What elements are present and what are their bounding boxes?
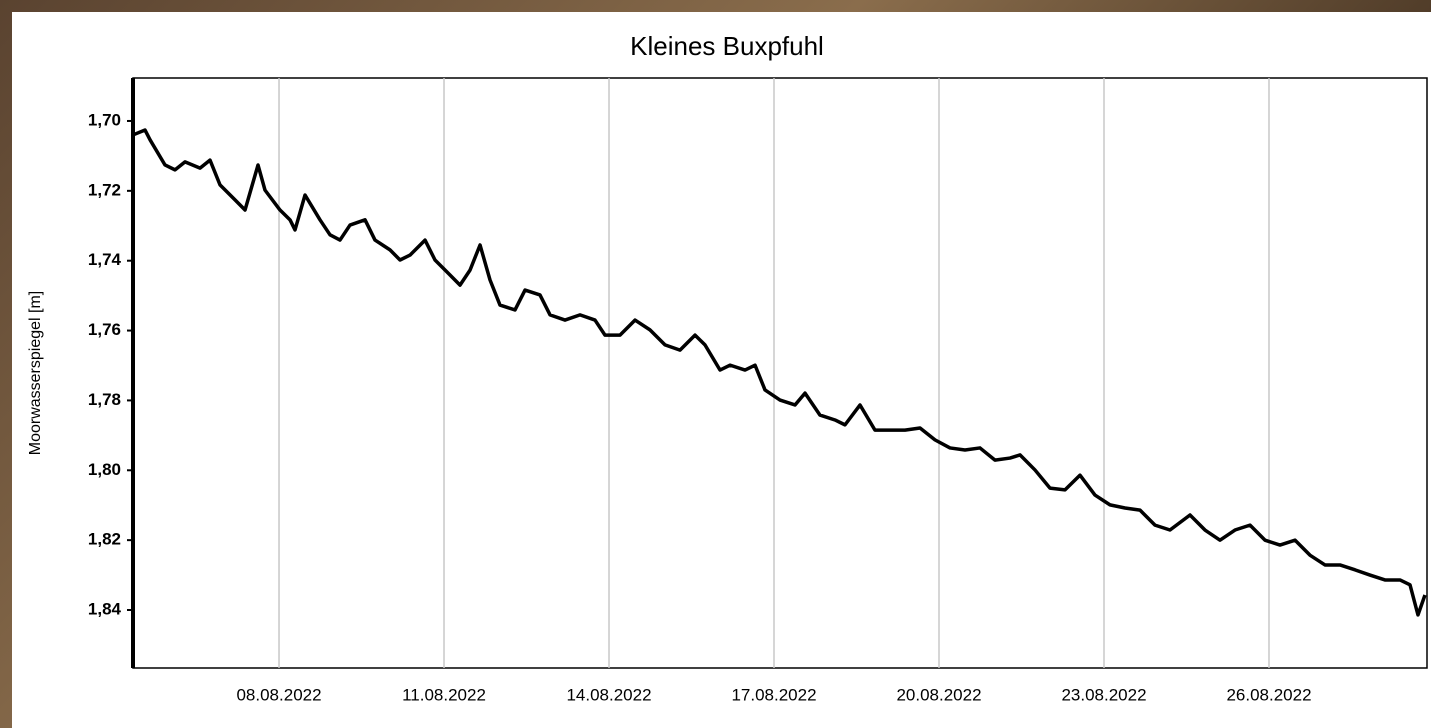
x-tick-label: 20.08.2022 <box>896 685 981 704</box>
y-tick-label: 1,74 <box>88 250 122 269</box>
y-tick-label: 1,78 <box>88 390 121 409</box>
x-tick-label: 11.08.2022 <box>402 685 486 704</box>
data-line <box>133 130 1425 615</box>
page: {"chart_data": {"type": "line", "title":… <box>0 0 1431 728</box>
chart-title: Kleines Buxpfuhl <box>630 31 824 61</box>
y-tick-label: 1,76 <box>88 320 121 339</box>
y-tick-label: 1,72 <box>88 180 121 199</box>
x-tick-label: 23.08.2022 <box>1061 685 1146 704</box>
y-tick-label: 1,84 <box>88 599 122 618</box>
x-tick-label: 14.08.2022 <box>566 685 651 704</box>
chart: Kleines Buxpfuhl Moorwasserspiegel [m] 0… <box>0 0 1431 728</box>
y-axis-label: Moorwasserspiegel [m] <box>27 291 44 456</box>
x-tick-label: 17.08.2022 <box>731 685 816 704</box>
plot-frame <box>133 78 1427 668</box>
y-tick-label: 1,80 <box>88 460 121 479</box>
x-tick-label: 26.08.2022 <box>1226 685 1311 704</box>
y-tick-label: 1,82 <box>88 530 121 549</box>
x-tick-label: 08.08.2022 <box>236 685 321 704</box>
y-tick-label: 1,70 <box>88 110 121 129</box>
